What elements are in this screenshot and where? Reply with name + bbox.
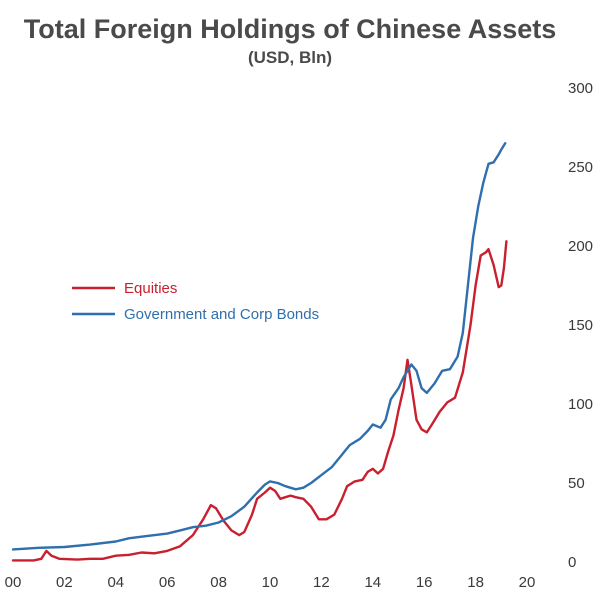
y-axis: 0 50 100 150 200 250 300 — [568, 80, 593, 571]
chart-subtitle: (USD, Bln) — [247, 48, 333, 67]
legend-label: Government and Corp Bonds — [124, 306, 319, 323]
x-tick-label: 12 — [313, 574, 330, 591]
legend: Equities Government and Corp Bonds — [72, 280, 319, 323]
y-tick-label: 0 — [568, 554, 576, 571]
x-tick-label: 00 — [5, 574, 22, 591]
series-line-bonds — [11, 142, 507, 551]
x-tick-label: 16 — [416, 574, 433, 591]
x-tick-label: 08 — [210, 574, 227, 591]
y-tick-label: 100 — [568, 396, 593, 413]
x-tick-label: 02 — [56, 574, 73, 591]
chart-title: Total Foreign Holdings of Chinese Assets — [23, 14, 557, 44]
x-tick-label: 04 — [107, 574, 124, 591]
y-tick-label: 200 — [568, 238, 593, 255]
series-line-equities — [11, 240, 508, 562]
legend-label: Equities — [124, 280, 177, 297]
y-tick-label: 300 — [568, 80, 593, 97]
x-tick-label: 10 — [262, 574, 279, 591]
x-tick-label: 14 — [364, 574, 381, 591]
y-tick-label: 250 — [568, 159, 593, 176]
x-tick-label: 20 — [519, 574, 536, 591]
y-tick-label: 150 — [568, 317, 593, 334]
series-layer — [11, 142, 508, 562]
x-tick-label: 18 — [467, 574, 484, 591]
y-tick-label: 50 — [568, 475, 585, 492]
x-tick-label: 06 — [159, 574, 176, 591]
x-axis: 00 02 04 06 08 10 12 14 16 18 20 — [5, 574, 536, 591]
